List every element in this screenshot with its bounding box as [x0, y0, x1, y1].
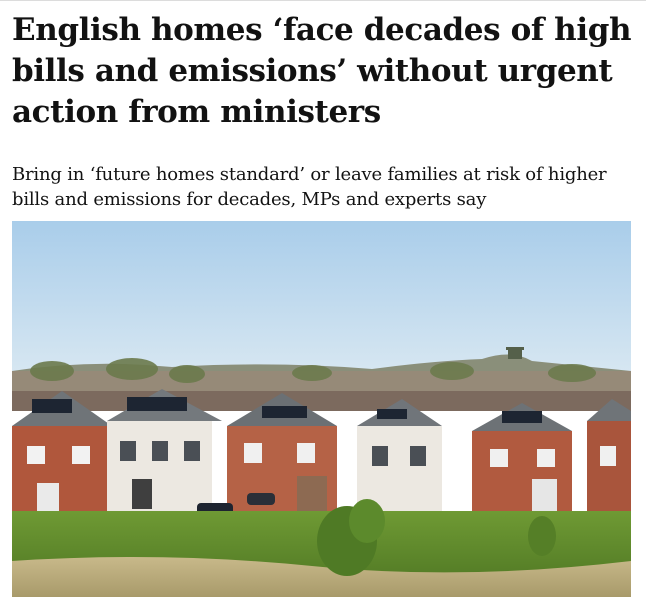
article-standfirst: Bring in ‘future homes standard’ or leav…	[12, 164, 607, 210]
article-headline: English homes ‘face decades of high bill…	[12, 12, 632, 130]
hilltop-monument	[506, 347, 524, 359]
bushes	[317, 499, 556, 576]
midground-roofs	[12, 391, 631, 411]
top-rule	[0, 0, 646, 6]
article-photo	[12, 221, 631, 597]
meadow-grass	[12, 557, 631, 597]
sky	[12, 221, 631, 381]
housing-estate-photo	[12, 221, 631, 597]
houses	[12, 389, 631, 511]
distant-trees	[30, 358, 596, 383]
